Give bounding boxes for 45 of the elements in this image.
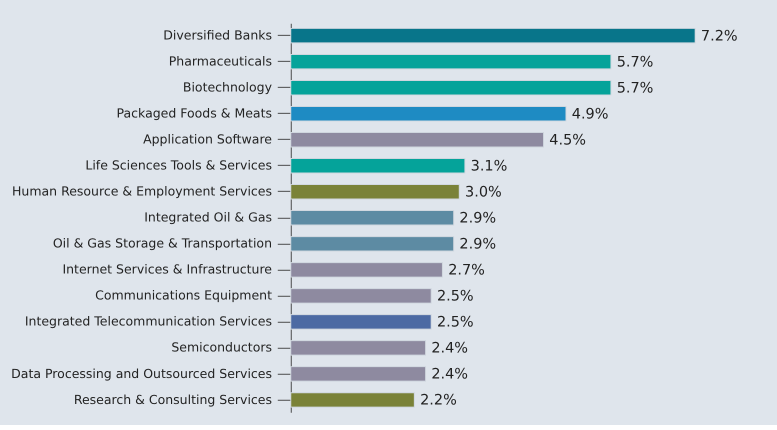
y-tick-label: Internet Services & Infrastructure	[62, 262, 272, 277]
y-tick-label: Human Resource & Employment Services	[12, 184, 272, 199]
data-label: 5.7%	[616, 54, 654, 70]
bar	[290, 288, 432, 304]
bar	[290, 54, 612, 70]
data-label: 7.2%	[700, 28, 738, 44]
data-label: 2.9%	[459, 236, 496, 253]
bar	[290, 184, 460, 200]
y-tick-label: Integrated Oil & Gas	[144, 210, 272, 225]
y-tick-label: Research & Consulting Services	[74, 392, 272, 407]
bar	[290, 392, 415, 408]
y-tick-label: Life Sciences Tools & Services	[85, 158, 272, 173]
bar	[290, 210, 454, 226]
data-label: 2.5%	[436, 314, 474, 331]
data-label: 4.9%	[572, 106, 608, 123]
y-tick-label: Data Processing and Outsourced Services	[11, 366, 272, 381]
y-tick-label: Pharmaceuticals	[168, 54, 272, 69]
bar	[290, 340, 426, 356]
bar	[290, 236, 454, 252]
data-label: 2.7%	[448, 262, 485, 279]
y-tick-label: Communications Equipment	[95, 288, 272, 303]
data-label: 2.4%	[431, 340, 468, 357]
bar	[290, 314, 432, 330]
data-label: 2.9%	[459, 210, 496, 227]
bar	[290, 366, 426, 382]
data-label: 2.4%	[431, 366, 468, 383]
bar	[290, 28, 696, 44]
bar	[290, 262, 443, 278]
y-tick-label: Biotechnology	[182, 80, 273, 95]
data-label: 5.7%	[616, 80, 654, 97]
bar	[290, 158, 466, 174]
data-label: 3.1%	[470, 158, 508, 175]
data-label: 4.5%	[549, 132, 586, 149]
y-tick-label: Application Software	[143, 132, 272, 147]
y-tick-label: Oil & Gas Storage & Transportation	[52, 236, 272, 251]
bar	[290, 80, 612, 96]
y-tick-label: Integrated Telecommunication Services	[24, 314, 272, 329]
data-label: 3.0%	[465, 184, 502, 201]
data-label: 2.5%	[436, 288, 474, 305]
data-label: 2.2%	[420, 392, 457, 409]
y-tick-label: Semiconductors	[171, 340, 272, 355]
y-tick-label: Diversified Banks	[163, 28, 272, 43]
bar	[290, 106, 566, 122]
y-tick-label: Packaged Foods & Meats	[116, 106, 272, 121]
bar	[290, 132, 544, 148]
